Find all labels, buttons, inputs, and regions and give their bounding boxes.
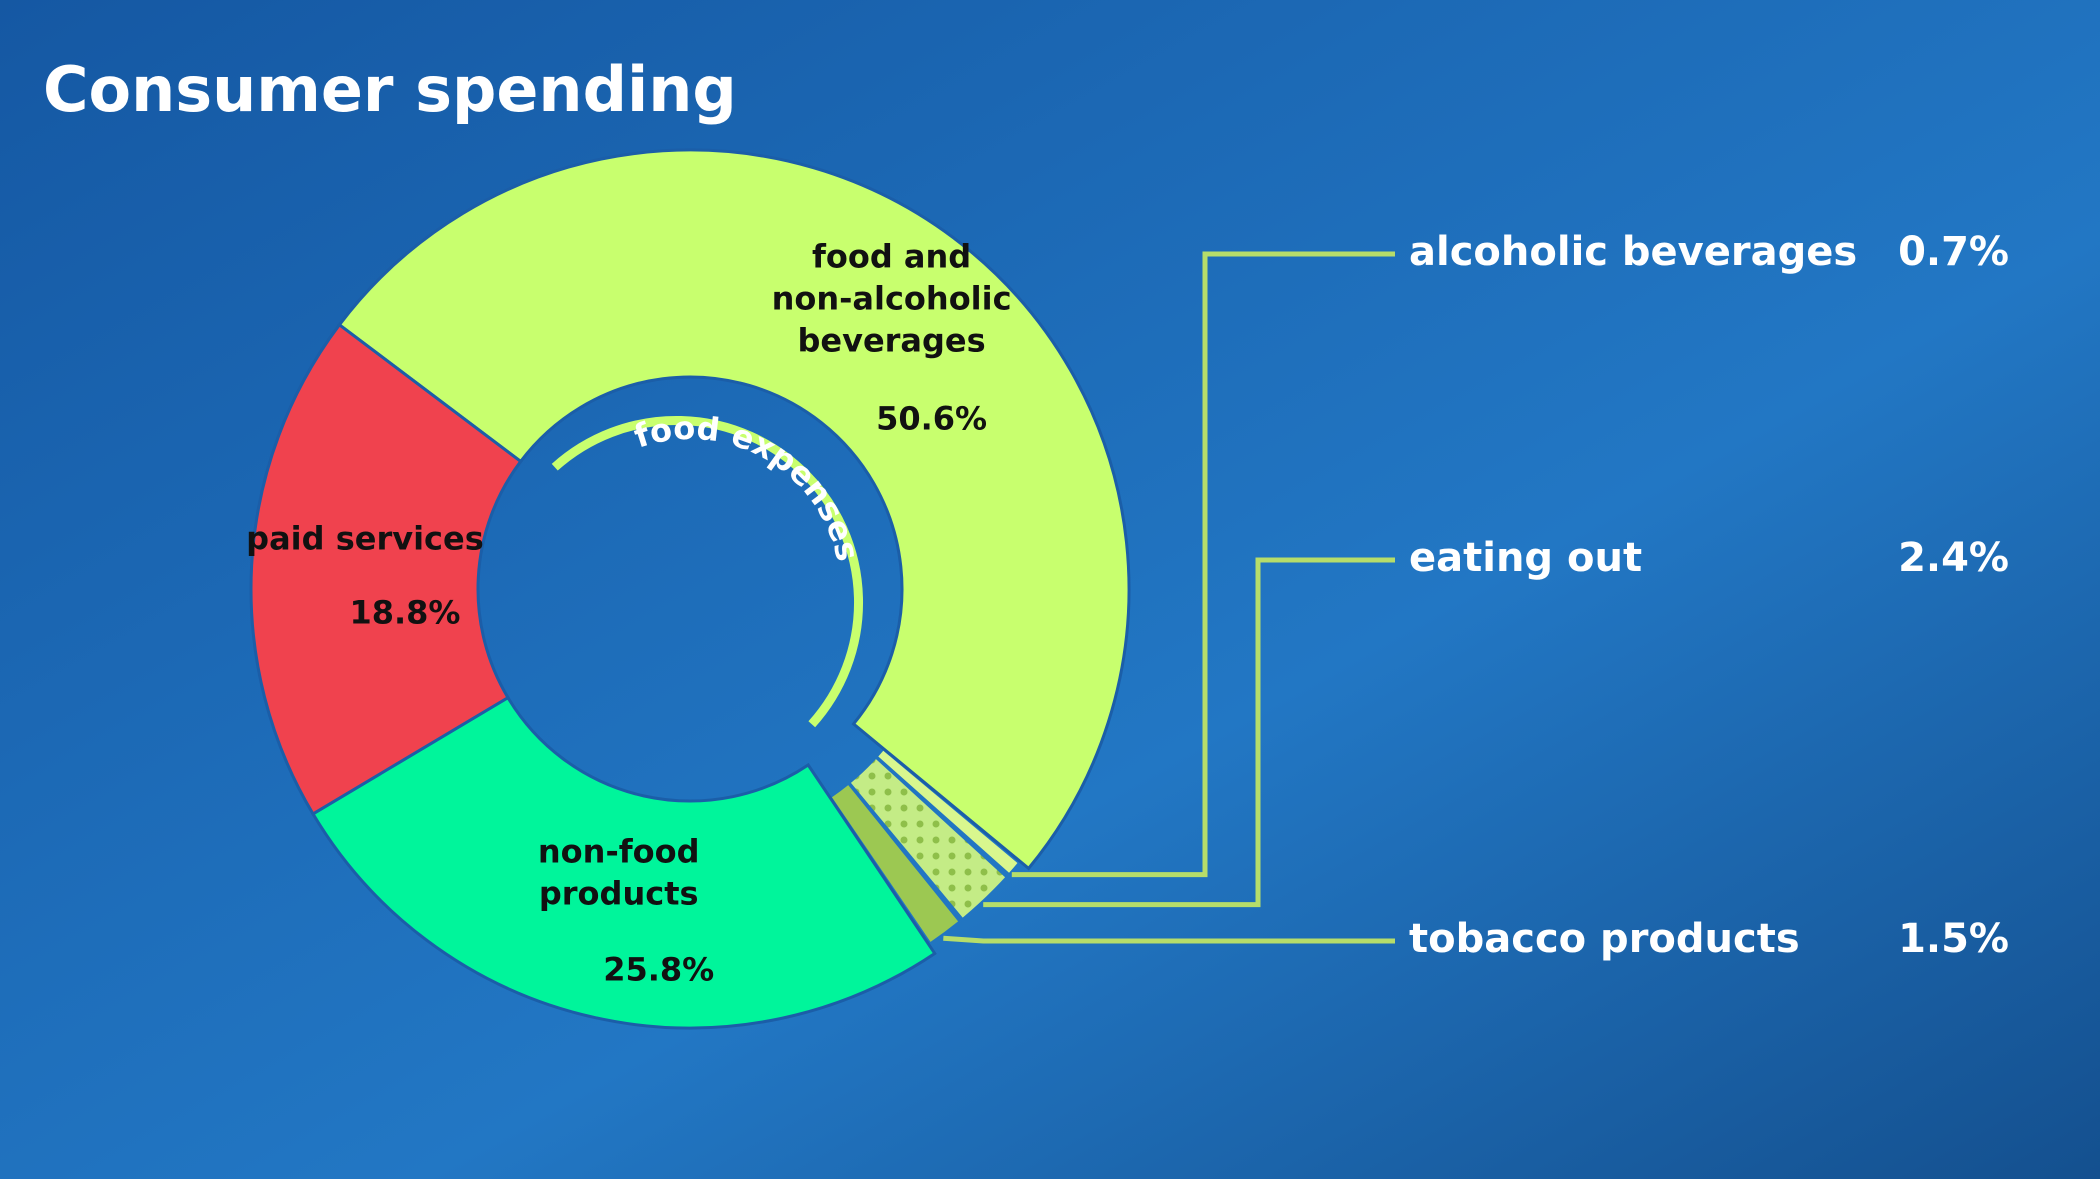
slice	[337, 148, 1131, 871]
chart-title: Consumer spending	[43, 53, 737, 126]
callout-label: alcoholic beverages	[1409, 229, 1857, 275]
callout-line	[1011, 251, 1395, 878]
value-label: 50.6%	[876, 399, 987, 437]
callout-value: 1.5%	[1898, 916, 2009, 962]
value-label: 18.8%	[349, 593, 460, 631]
callout-line	[983, 557, 1395, 908]
slice-label-line: non-alcoholic	[772, 279, 1012, 317]
slice	[249, 322, 523, 816]
callout-line	[943, 935, 1395, 944]
slice-label-line: products	[539, 875, 699, 913]
slice	[831, 785, 959, 942]
slice	[878, 750, 1018, 873]
slice-label-line: paid services	[246, 519, 484, 557]
slice-label-line: beverages	[797, 321, 985, 359]
annotation-arc	[551, 415, 864, 728]
value-label: 25.8%	[603, 951, 714, 989]
slice-label-line: food and	[812, 237, 971, 275]
callout-label: tobacco products	[1409, 916, 1800, 962]
slice-label-line: non-food	[538, 833, 700, 871]
slice	[310, 695, 937, 1030]
slice	[850, 759, 1006, 918]
callout-value: 0.7%	[1898, 229, 2009, 275]
callout-value: 2.4%	[1898, 535, 2009, 581]
slice-label: paid services	[246, 519, 484, 557]
slice-label: non-food products	[538, 833, 700, 913]
slice-label: food and non-alcoholic beverages	[772, 237, 1012, 359]
callout-label: eating out	[1409, 535, 1642, 581]
